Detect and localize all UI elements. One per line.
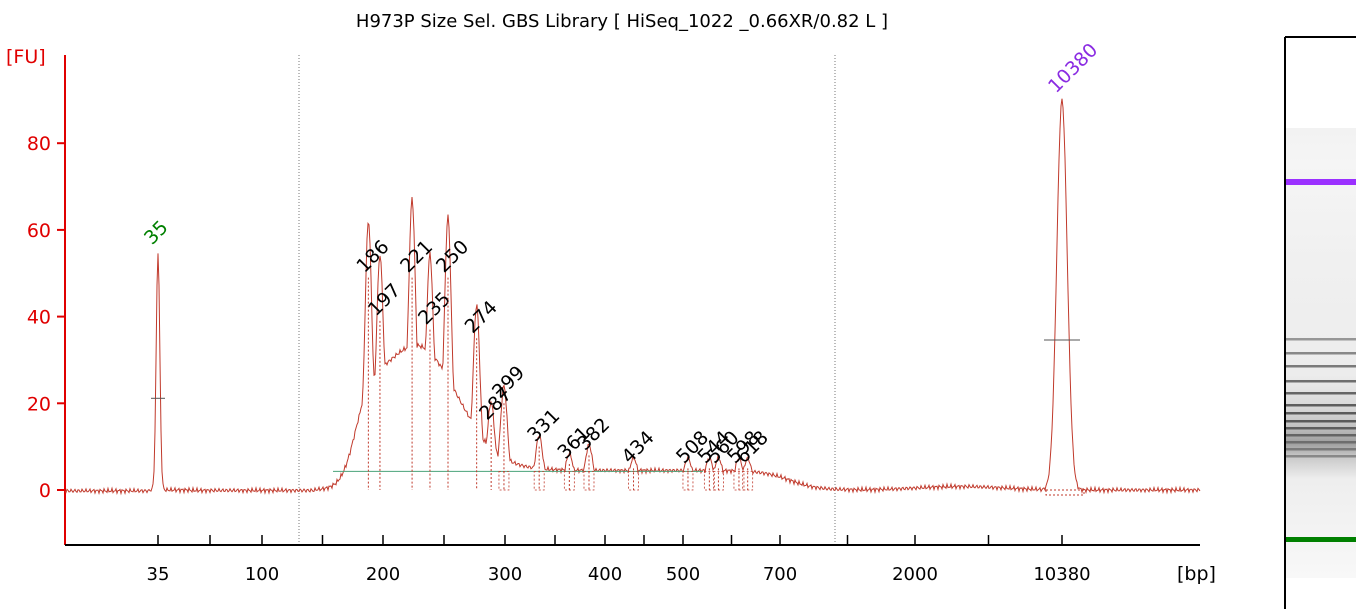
- gel-lane: [1284, 36, 1356, 609]
- peak-window: [563, 470, 575, 491]
- gel-band: [1286, 404, 1356, 407]
- peak-window: [742, 470, 754, 491]
- x-tick-label: 700: [763, 564, 797, 585]
- y-tick-label: 40: [27, 307, 51, 329]
- x-tick-label: 300: [488, 564, 522, 585]
- gel-lower-marker-band: [1286, 537, 1356, 542]
- x-tick-label: 35: [147, 564, 170, 585]
- marker-peak-label: 35: [140, 216, 173, 249]
- gel-band: [1286, 380, 1356, 383]
- y-tick-label: 0: [39, 480, 51, 502]
- peak-window: [533, 470, 545, 491]
- y-tick-label: 20: [27, 393, 51, 415]
- peak-label: 274: [461, 297, 502, 338]
- peak-label: 186: [352, 236, 393, 277]
- gel-band: [1286, 352, 1356, 355]
- x-tick-label: 400: [588, 564, 622, 585]
- gel-band: [1286, 338, 1356, 341]
- y-axis-label: [FU]: [6, 46, 46, 68]
- gel-band: [1286, 441, 1356, 444]
- marker-peak-label: 10380: [1044, 39, 1102, 97]
- x-tick-label: 10380: [1033, 564, 1090, 585]
- peak-window: [583, 470, 595, 491]
- gel-band: [1286, 455, 1356, 458]
- plot-area: 0 20 40 60 80 35 100 200 300 400 500 700 2000 10380 35…: [27, 39, 1201, 585]
- y-tick-label: 60: [27, 220, 51, 242]
- peak-window: [713, 470, 724, 491]
- x-axis-label: [bp]: [1177, 563, 1216, 585]
- gel-band: [1286, 420, 1356, 423]
- x-tick-label: 200: [366, 564, 400, 585]
- peak-window: [703, 470, 715, 491]
- x-tick-label: 100: [245, 564, 279, 585]
- gel-band: [1286, 434, 1356, 437]
- gel-band: [1286, 412, 1356, 415]
- x-tick-label: 500: [666, 564, 700, 585]
- chart-title: H973P Size Sel. GBS Library [ HiSeq_1022…: [356, 11, 888, 32]
- peak-label: 434: [617, 427, 658, 468]
- gel-upper-marker-band: [1286, 179, 1356, 185]
- gel-band: [1286, 365, 1356, 368]
- peak-window: [733, 470, 745, 491]
- peak-label: 250: [432, 236, 473, 277]
- gel-band: [1286, 392, 1356, 395]
- peak-label: 197: [364, 279, 405, 320]
- peak-window: [498, 470, 510, 491]
- electropherogram-trace: [64, 98, 1201, 496]
- marker-integration-box: [1045, 489, 1085, 496]
- x-tick-label: 2000: [892, 564, 938, 585]
- peak-label: 235: [414, 288, 455, 329]
- y-tick-label: 80: [27, 133, 51, 155]
- gel-band: [1286, 427, 1356, 430]
- peak-window: [628, 470, 639, 491]
- peak-label: 331: [523, 405, 564, 446]
- gel-band: [1286, 448, 1356, 451]
- peak-window: [682, 470, 694, 491]
